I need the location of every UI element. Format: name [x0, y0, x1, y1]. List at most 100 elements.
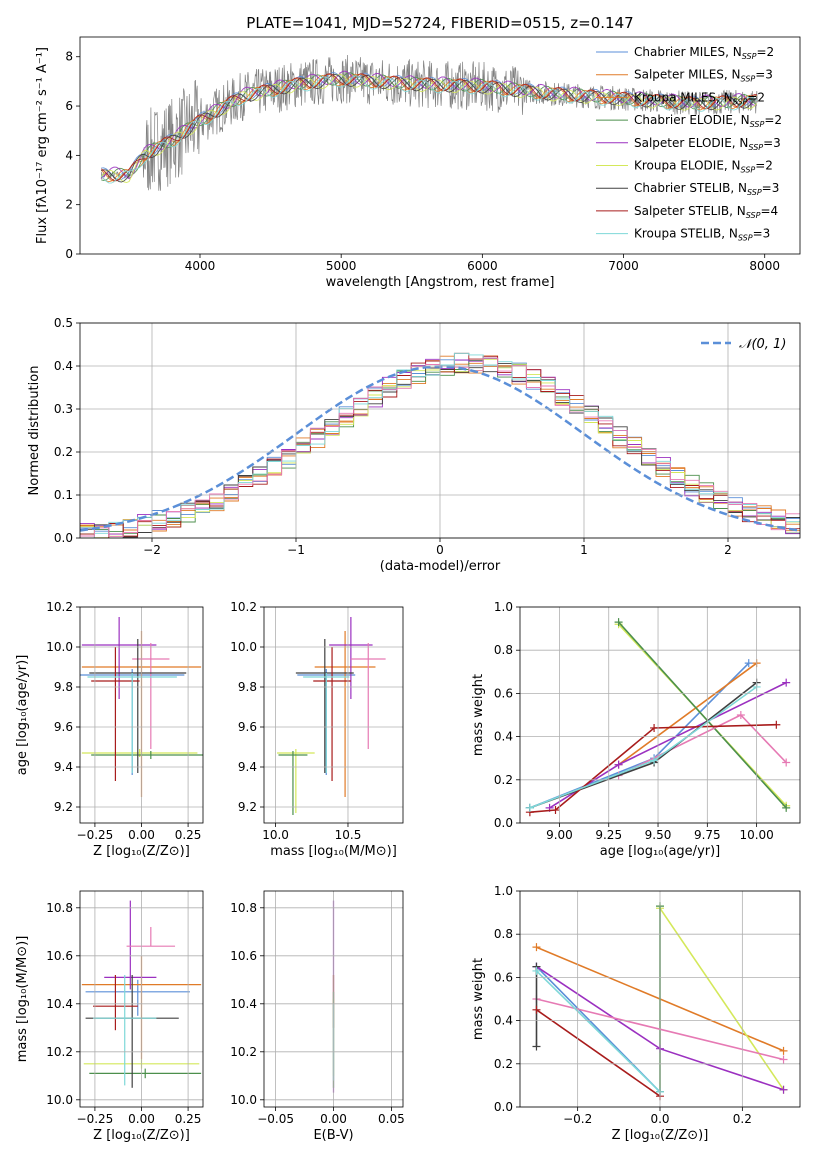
- legend-entry-sub: SSP: [733, 97, 748, 106]
- weight-point-marker: [650, 756, 659, 765]
- y-tick-label: 0.4: [494, 730, 513, 744]
- y-tick-label: 10.4: [46, 997, 73, 1011]
- legend-entry-sub: SSP: [750, 120, 765, 129]
- weight-point-marker: [551, 806, 560, 815]
- x-axis-label: E(B-V): [313, 1128, 353, 1143]
- x-axis-label: wavelength [Angstrom, rest frame]: [326, 275, 555, 290]
- y-tick-label: 2: [65, 198, 73, 212]
- x-tick-label: −1: [287, 543, 305, 557]
- weight-series-line: [618, 621, 787, 809]
- axes-frame: [519, 890, 801, 1108]
- x-tick-label: 0.25: [175, 828, 202, 842]
- y-tick-label: 10.8: [230, 901, 257, 915]
- x-tick-label: 1: [580, 543, 588, 557]
- y-tick-label: 0.0: [494, 1100, 513, 1114]
- weight-point-marker: [782, 758, 791, 767]
- weight-point-marker: [782, 678, 791, 687]
- axes-frame: [519, 606, 801, 824]
- weight-series-line: [659, 907, 785, 1091]
- x-tick-label: 10.00: [739, 828, 773, 842]
- x-tick-label: 10.0: [262, 828, 289, 842]
- weight-point-marker: [532, 943, 541, 952]
- model-spectrum-line: [100, 73, 757, 182]
- y-axis-label: mass weight: [471, 674, 486, 756]
- y-tick-label: 8: [65, 50, 73, 64]
- y-tick-label: 9.8: [238, 680, 257, 694]
- x-tick-label: 0.00: [128, 828, 155, 842]
- y-tick-label: 0.2: [494, 773, 513, 787]
- y-tick-label: 9.6: [54, 720, 73, 734]
- weight-point-marker: [779, 1055, 788, 1064]
- weight-point-marker: [744, 659, 753, 668]
- weight-series-line: [618, 662, 758, 766]
- x-tick-label: 0.00: [128, 1112, 155, 1126]
- chart-weight-vs-age: 9.00 9.25 9.50 9.75 10.00 0.0 0.2 0.4 0.6 0.8 1.0 a…: [471, 600, 801, 859]
- x-tick-label: 9.00: [546, 828, 573, 842]
- legend-entry-sub: SSP: [738, 234, 753, 243]
- y-axis-label: Flux [fλ10⁻¹⁷ erg cm⁻² s⁻¹ A⁻¹]: [35, 47, 50, 244]
- x-tick-label: 0.0: [650, 1112, 669, 1126]
- weight-point-marker: [614, 618, 623, 627]
- y-tick-label: 0.8: [494, 927, 513, 941]
- legend-entry: Salpeter MILES, NSSP=3: [634, 68, 773, 84]
- chart-age-vs-Z: −0.25 0.00 0.25 9.2 9.4 9.6 9.8 10.0 10.2 Z [log₁…: [15, 600, 204, 859]
- weight-point-marker: [782, 803, 791, 812]
- y-tick-label: 9.4: [54, 760, 73, 774]
- legend-entry-eq: =3: [763, 136, 781, 150]
- y-tick-label: 0.2: [494, 1057, 513, 1071]
- legend-entry-label: Chabrier ELODIE, N: [634, 113, 750, 127]
- y-tick-label: 0.5: [54, 316, 73, 330]
- chart-age-vs-mass: 10.0 10.5 9.2 9.4 9.6 9.8 10.0 10.2 mass [log₁₀(…: [230, 600, 404, 859]
- legend-entry-eq: =3: [753, 227, 771, 241]
- weight-point-marker: [736, 711, 745, 719]
- chart-mass-vs-Z: −0.25 0.00 0.25 10.0 10.2 10.4 10.6 10.8 Z [log₁…: [15, 890, 204, 1143]
- legend-entry-eq: =2: [755, 159, 773, 173]
- y-tick-label: 9.2: [238, 800, 257, 814]
- y-axis-label: age [log₁₀(age/yr)]: [15, 655, 30, 776]
- model-spectrum-line: [101, 72, 758, 181]
- y-tick-label: 0.0: [494, 816, 513, 830]
- x-tick-label: 0.2: [733, 1112, 752, 1126]
- y-tick-label: 0.3: [54, 402, 73, 416]
- x-axis-label: age [log₁₀(age/yr)]: [600, 844, 721, 859]
- axes-frame: [79, 890, 204, 1108]
- legend-entry-eq: =2: [764, 113, 782, 127]
- y-tick-label: 10.2: [230, 600, 257, 614]
- legend-entry: 𝒩(0, 1): [739, 337, 786, 352]
- weight-series-line: [529, 723, 777, 813]
- x-axis-label: Z [log₁₀(Z/Z⊙)]: [612, 1128, 709, 1143]
- legend-entry: Salpeter ELODIE, NSSP=3: [634, 136, 781, 152]
- axes-frame: [79, 36, 801, 255]
- model-spectrum-line: [100, 75, 758, 184]
- plot-area: [277, 617, 386, 815]
- x-tick-label: 7000: [608, 259, 639, 273]
- legend-entry: Chabrier MILES, NSSP=2: [634, 45, 774, 61]
- axes-frame: [79, 322, 801, 539]
- axes-frame: [263, 890, 404, 1108]
- legend-entry-label: Kroupa ELODIE, N: [634, 159, 741, 173]
- y-tick-label: 10.2: [46, 1045, 73, 1059]
- legend-entry-label: Chabrier STELIB, N: [634, 181, 747, 195]
- x-tick-label: 9.25: [595, 828, 622, 842]
- y-tick-label: 10.2: [46, 600, 73, 614]
- legend-entry-eq: =2: [747, 90, 765, 104]
- legend-entry-eq: =3: [755, 68, 773, 82]
- y-tick-label: 0.6: [494, 686, 513, 700]
- legend-entry: Kroupa STELIB, NSSP=3: [634, 227, 770, 243]
- axes-frame: [79, 606, 204, 824]
- legend-entry-sub: SSP: [747, 188, 762, 197]
- chart-title: PLATE=1041, MJD=52724, FIBERID=0515, z=0…: [246, 14, 633, 32]
- legend-entry-sub: SSP: [741, 75, 756, 84]
- y-tick-label: 0: [65, 247, 73, 261]
- y-axis-label: Normed distribution: [27, 366, 42, 496]
- weight-series-line: [529, 681, 758, 809]
- x-axis-label: Z [log₁₀(Z/Z⊙)]: [93, 844, 190, 859]
- model-spectrum-line: [101, 73, 758, 183]
- x-axis-label: mass [log₁₀(M/M⊙)]: [270, 844, 397, 859]
- legend-entry-label: Chabrier MILES, N: [634, 45, 742, 59]
- y-tick-label: 0.6: [494, 970, 513, 984]
- y-tick-label: 0.1: [54, 488, 73, 502]
- observed-spectrum-line: [100, 54, 758, 191]
- y-tick-label: 10.6: [230, 949, 257, 963]
- legend-entry-eq: =3: [762, 181, 780, 195]
